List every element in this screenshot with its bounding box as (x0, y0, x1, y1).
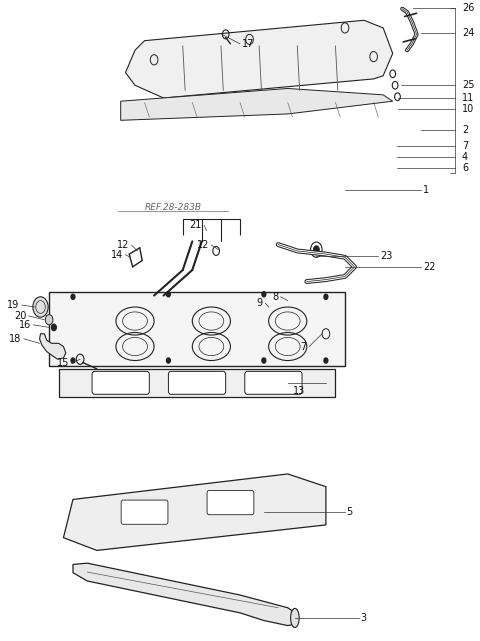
Polygon shape (39, 334, 66, 359)
Circle shape (71, 294, 75, 299)
FancyBboxPatch shape (92, 371, 149, 394)
Text: 24: 24 (462, 28, 474, 38)
Polygon shape (125, 21, 393, 98)
FancyBboxPatch shape (168, 371, 226, 394)
Circle shape (313, 246, 319, 253)
FancyBboxPatch shape (121, 500, 168, 524)
Text: 21: 21 (190, 221, 202, 231)
Text: 6: 6 (462, 163, 468, 173)
Text: 10: 10 (462, 104, 474, 115)
Circle shape (167, 358, 170, 363)
Text: 19: 19 (7, 300, 20, 310)
Text: 1: 1 (423, 185, 429, 196)
Circle shape (167, 292, 170, 297)
Text: 20: 20 (14, 311, 26, 321)
Polygon shape (120, 88, 393, 121)
Circle shape (324, 294, 328, 299)
Text: 9: 9 (257, 298, 263, 308)
Text: 16: 16 (19, 320, 31, 330)
Text: 14: 14 (111, 250, 123, 260)
Text: 15: 15 (57, 358, 69, 368)
Text: 13: 13 (292, 386, 305, 396)
Polygon shape (63, 474, 326, 551)
Circle shape (71, 358, 75, 363)
Text: 7: 7 (300, 342, 307, 351)
Text: 23: 23 (380, 251, 392, 261)
Polygon shape (73, 563, 297, 626)
Ellipse shape (290, 608, 299, 628)
Polygon shape (59, 369, 336, 397)
Circle shape (262, 292, 266, 297)
Text: 11: 11 (462, 93, 474, 103)
FancyBboxPatch shape (245, 371, 302, 394)
FancyBboxPatch shape (49, 292, 345, 365)
Text: 7: 7 (462, 141, 468, 151)
Text: 12: 12 (197, 240, 209, 250)
Text: 12: 12 (117, 240, 129, 250)
Circle shape (262, 358, 266, 363)
FancyBboxPatch shape (207, 490, 254, 515)
Circle shape (33, 297, 48, 317)
Circle shape (51, 324, 56, 331)
Text: 5: 5 (347, 507, 353, 517)
Text: 18: 18 (9, 334, 22, 344)
Text: 8: 8 (272, 292, 278, 302)
Text: REF.28-283B: REF.28-283B (144, 203, 202, 212)
Text: 26: 26 (462, 3, 474, 13)
Text: 4: 4 (462, 153, 468, 162)
Text: 2: 2 (462, 125, 468, 135)
Circle shape (45, 315, 53, 325)
Text: 22: 22 (423, 262, 435, 272)
Text: 17: 17 (242, 39, 255, 49)
Text: 3: 3 (361, 613, 367, 623)
Circle shape (324, 358, 328, 363)
Text: 25: 25 (462, 80, 474, 90)
